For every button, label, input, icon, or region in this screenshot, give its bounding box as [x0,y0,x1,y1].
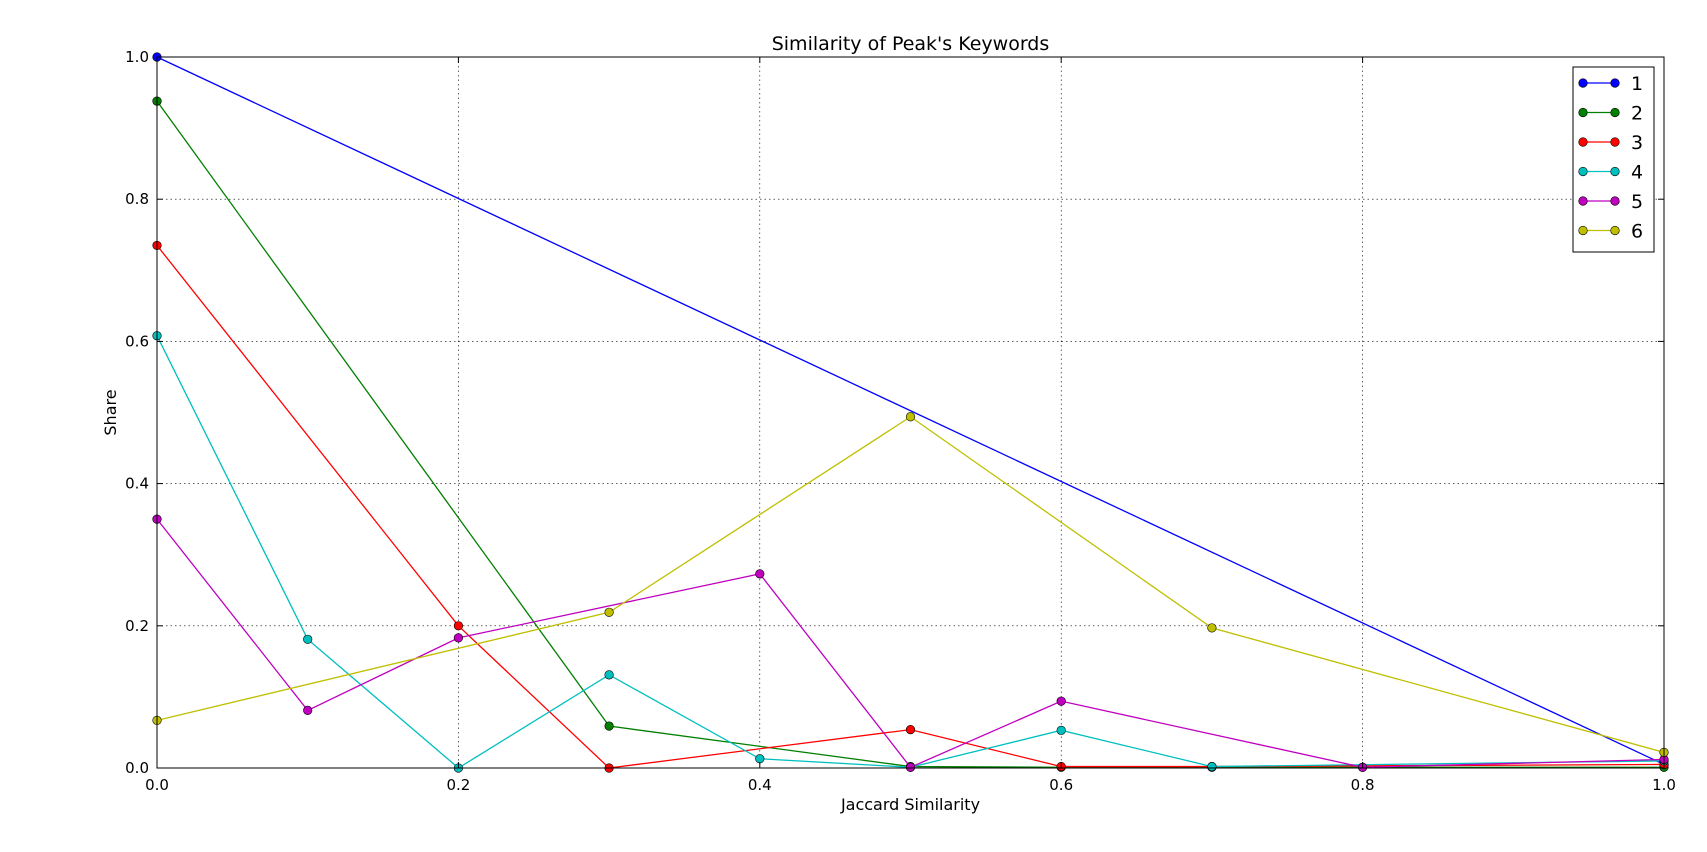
y-tick-label: 0.4 [125,475,149,493]
series-5 [152,514,1669,772]
data-point [905,762,916,772]
data-point [604,670,614,680]
x-tick-label: 0.4 [748,776,772,794]
ticks: 0.0 0.2 0.4 0.6 0.8 1.0 0.0 0.2 0.4 0.6 0.8 1.0 [125,48,1676,794]
series-line [156,56,1665,766]
legend-box [1572,66,1655,253]
legend-item-4: 4 [1578,162,1643,184]
legend-marker [1610,196,1620,206]
data-point [755,569,765,579]
y-tick-label: 1.0 [125,48,149,66]
y-tick-label: 0.6 [125,332,149,350]
legend-label: 5 [1631,191,1643,213]
x-tick-label: 0.0 [145,776,169,794]
legend-item-2: 2 [1578,103,1643,125]
legend-marker [1578,166,1588,177]
data-point [303,634,313,644]
legend-marker [1578,137,1588,147]
data-point [453,633,464,643]
x-tick-label: 1.0 [1652,776,1676,794]
legend-item-5: 5 [1578,191,1643,213]
legend-label: 6 [1631,221,1643,243]
legend-marker [1578,196,1588,206]
legend-label: 2 [1631,103,1643,125]
legend-item-1: 1 [1578,73,1643,95]
x-tick-label: 0.2 [446,776,470,794]
legend-item-3: 3 [1578,132,1643,154]
y-tick-label: 0.8 [125,190,149,208]
x-tick-label: 0.8 [1351,776,1375,794]
data-point [1207,623,1217,633]
data-point [1207,761,1217,772]
x-axis-label: Jaccard Similarity [840,795,980,814]
plot-frame [156,56,1665,769]
legend-label: 4 [1631,162,1643,184]
legend-marker [1610,225,1620,236]
data-point [1056,696,1066,706]
data-point [905,725,916,735]
y-tick-label: 0.0 [125,759,149,777]
data-point [604,607,614,617]
data-point [755,754,765,764]
data-point [905,412,916,422]
legend-label: 1 [1631,73,1643,95]
data-point [303,705,313,716]
x-tick-label: 0.6 [1049,776,1073,794]
data-point [1056,725,1066,735]
legend-marker [1610,137,1620,147]
legend-marker [1610,78,1620,88]
legend-label: 3 [1631,132,1643,154]
legend-marker [1578,225,1588,236]
data-point [604,721,614,731]
chart-title: Similarity of Peak's Keywords [772,33,1050,55]
series-line [156,518,1665,769]
legend-marker [1578,107,1588,118]
legend-marker [1610,107,1620,118]
legend: 1 2 3 4 5 6 [1572,66,1655,253]
y-axis-label: Share [101,389,120,435]
legend-marker [1578,78,1588,88]
y-tick-label: 0.2 [125,617,149,635]
legend-item-6: 6 [1578,221,1643,243]
legend-marker [1610,166,1620,177]
data-point [453,621,464,631]
